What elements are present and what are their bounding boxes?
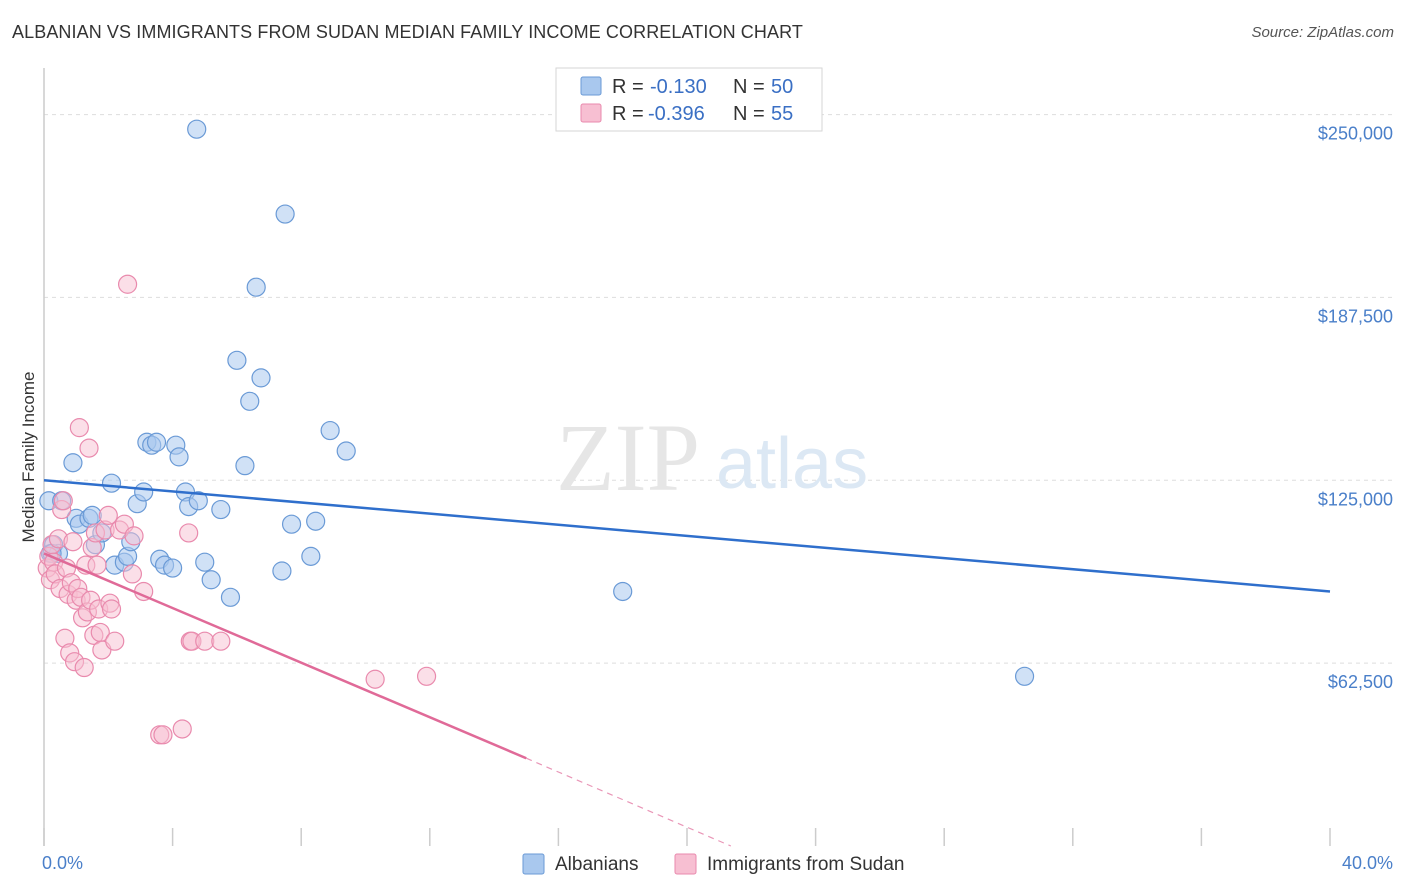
y-tick-labels: $62,500 $125,000 $187,500 $250,000 xyxy=(1318,124,1393,693)
chart-title: ALBANIAN VS IMMIGRANTS FROM SUDAN MEDIAN… xyxy=(12,22,803,42)
y-tick-label-1: $125,000 xyxy=(1318,489,1393,509)
albanians-point-26 xyxy=(169,447,189,467)
legend-n-value-2: 55 xyxy=(771,103,793,125)
albanians-point-24 xyxy=(163,558,183,578)
legend-n-label-1: N = xyxy=(733,76,765,98)
sudan-point-48 xyxy=(179,523,199,543)
sudan-point-35 xyxy=(98,505,118,525)
sudan-point-30 xyxy=(87,555,107,575)
legend-r-label-2: R = xyxy=(612,103,644,125)
legend-n-label-2: N = xyxy=(733,103,765,125)
albanians-point-42 xyxy=(301,546,321,566)
sudan-point-41 xyxy=(117,274,138,294)
x-tick-label-1: 40.0% xyxy=(1342,853,1393,873)
albanians-point-41 xyxy=(281,514,302,534)
albanians-point-36 xyxy=(240,391,260,411)
sudan-point-42 xyxy=(122,564,143,584)
sudan-point-37 xyxy=(101,599,122,619)
legend-box: R = -0.130 N = 50 R = -0.396 N = 55 xyxy=(555,67,823,132)
sudan-point-19 xyxy=(69,418,89,438)
x-tick-label-0: 0.0% xyxy=(42,853,83,873)
albanians-point-34 xyxy=(227,350,247,370)
bottom-legend-albanians: Albanians xyxy=(555,854,638,875)
x-tick-labels: 0.0% 40.0% xyxy=(42,853,1393,873)
albanians-point-5 xyxy=(63,453,83,473)
sudan-point-46 xyxy=(153,725,173,745)
legend-n-value-1: 50 xyxy=(771,76,793,98)
albanians-point-48 xyxy=(1014,666,1035,686)
albanians-point-39 xyxy=(272,561,292,581)
y-tick-label-0: $62,500 xyxy=(1328,672,1393,692)
watermark-zip: ZIP xyxy=(556,404,700,511)
albanians-point-21 xyxy=(146,432,167,452)
bottom-legend: Albanians Immigrants from Sudan xyxy=(522,853,904,875)
albanians-point-35 xyxy=(235,456,255,476)
legend-r-label-1: R = xyxy=(612,76,644,98)
legend-swatch-sudan xyxy=(580,103,602,123)
bottom-legend-swatch-sudan xyxy=(674,853,697,875)
albanians-point-37 xyxy=(246,277,266,297)
albanians-point-12 xyxy=(101,473,122,493)
axes xyxy=(43,68,1331,846)
albanians-point-33 xyxy=(220,587,241,607)
grid-lines xyxy=(44,114,1394,664)
sudan-trend-extension xyxy=(526,757,732,847)
sudan-point-15 xyxy=(63,532,83,552)
sudan-point-38 xyxy=(105,631,125,651)
y-axis-label: Median Family Income xyxy=(19,371,38,542)
albanians-point-46 xyxy=(187,119,207,139)
series-sudan xyxy=(37,274,437,745)
sudan-point-22 xyxy=(74,657,94,678)
sudan-point-47 xyxy=(172,719,192,739)
y-tick-label-2: $187,500 xyxy=(1318,306,1393,326)
sudan-trend-line xyxy=(43,552,527,760)
albanians-point-9 xyxy=(82,505,102,525)
trend-lines xyxy=(43,479,1331,847)
albanians-point-45 xyxy=(336,441,356,461)
series-albanians xyxy=(39,119,1035,686)
albanians-point-44 xyxy=(320,420,340,441)
albanians-point-43 xyxy=(306,511,326,531)
albanians-point-32 xyxy=(211,499,231,520)
albanians-trend-line xyxy=(43,479,1331,593)
legend-swatch-albanians xyxy=(580,76,602,96)
albanians-point-31 xyxy=(201,570,221,590)
sudan-point-25 xyxy=(79,438,99,458)
bottom-legend-sudan: Immigrants from Sudan xyxy=(707,854,904,875)
y-tick-label-3: $250,000 xyxy=(1318,124,1393,144)
albanians-point-40 xyxy=(275,204,295,224)
albanians-point-18 xyxy=(134,482,154,502)
albanians-point-47 xyxy=(613,581,633,602)
legend-r-value-1: -0.130 xyxy=(650,76,707,98)
sudan-point-53 xyxy=(365,669,385,689)
sudan-point-9 xyxy=(53,491,73,511)
bottom-legend-swatch-albanians xyxy=(522,853,545,875)
sudan-point-43 xyxy=(124,526,144,546)
albanians-point-38 xyxy=(251,368,271,388)
watermark-atlas: atlas xyxy=(716,424,868,504)
albanians-point-29 xyxy=(188,491,208,511)
albanians-point-30 xyxy=(195,552,215,572)
sudan-point-51 xyxy=(195,631,215,651)
chart-source: Source: ZipAtlas.com xyxy=(1251,24,1394,41)
legend-r-value-2: -0.396 xyxy=(648,103,705,125)
sudan-point-54 xyxy=(416,666,437,686)
sudan-point-52 xyxy=(211,631,231,651)
